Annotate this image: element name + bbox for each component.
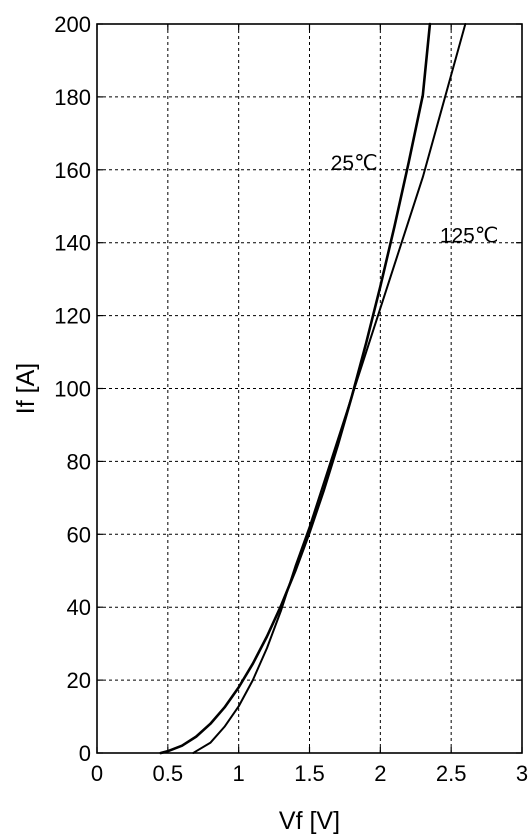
x-tick-label: 2.5 — [436, 761, 467, 786]
y-tick-label: 40 — [67, 595, 91, 620]
x-tick-label: 1 — [233, 761, 245, 786]
annotation-25c: 25℃ — [331, 152, 378, 175]
annotation-125c: 125℃ — [440, 225, 499, 248]
x-tick-label: 1.5 — [294, 761, 325, 786]
y-tick-label: 0 — [79, 741, 91, 766]
plot-frame — [96, 23, 523, 754]
x-tick-label: 0.5 — [153, 761, 184, 786]
y-tick-labels: 0 20 40 60 80 100 120 140 160 180 200 — [54, 12, 91, 766]
y-tick-label: 80 — [67, 449, 91, 474]
y-tick-label: 140 — [54, 231, 91, 256]
grid — [97, 24, 522, 753]
series-line-125c — [192, 23, 467, 754]
series-line-25c — [159, 22, 432, 755]
x-tick-label: 2 — [374, 761, 386, 786]
x-tick-labels: 0 0.5 1 1.5 2 2.5 3 — [91, 761, 528, 786]
y-tick-label: 20 — [67, 668, 91, 693]
y-tick-label: 200 — [54, 12, 91, 37]
x-tick-label: 0 — [91, 761, 103, 786]
y-tick-label: 120 — [54, 304, 91, 329]
series-group — [159, 22, 467, 755]
y-tick-label: 160 — [54, 158, 91, 183]
x-tick-label: 3 — [516, 761, 528, 786]
x-axis-label: Vf [V] — [279, 807, 340, 835]
y-axis-label: If [A] — [12, 363, 40, 414]
y-tick-label: 180 — [54, 85, 91, 110]
y-tick-label: 60 — [67, 522, 91, 547]
annotations: 25℃ 125℃ — [331, 152, 499, 248]
y-tick-label: 100 — [54, 377, 91, 402]
